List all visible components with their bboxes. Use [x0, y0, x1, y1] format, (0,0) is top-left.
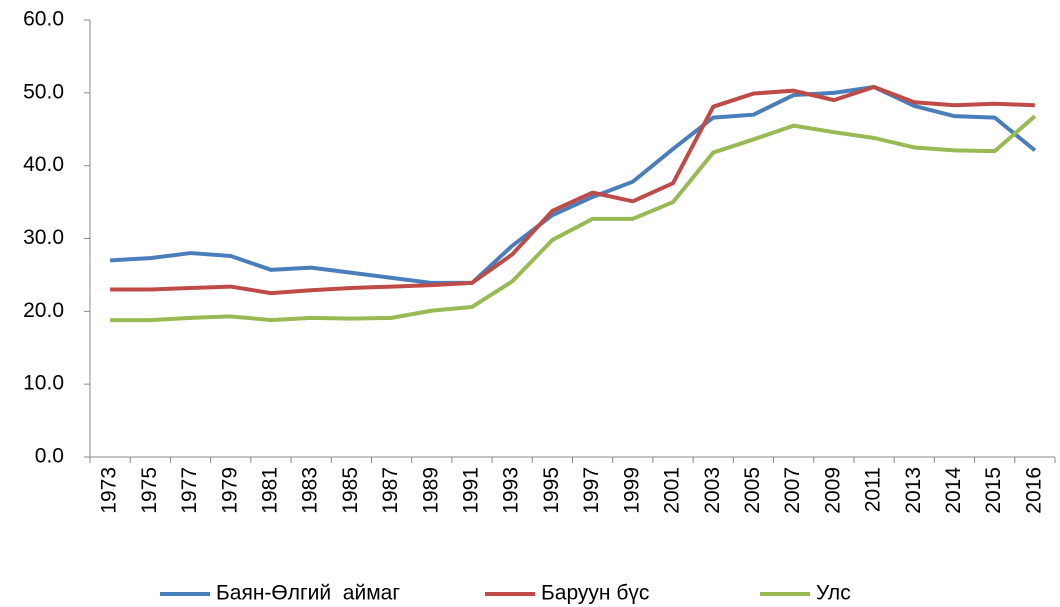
x-tick-label: 2005 [741, 467, 764, 514]
x-tick-label: 1977 [178, 467, 201, 514]
legend-label: Улс [816, 582, 851, 605]
x-tick-label: 2003 [701, 467, 724, 514]
x-tick-label: 1987 [379, 467, 402, 514]
y-tick-label: 40.0 [23, 153, 64, 176]
x-tick-label: 1983 [299, 467, 322, 514]
x-tick-label: 1981 [258, 467, 281, 514]
x-tick-label: 2011 [862, 467, 885, 512]
x-tick-label: 2007 [781, 467, 804, 514]
x-tick-label: 1975 [138, 467, 161, 514]
y-tick-label: 20.0 [23, 299, 64, 322]
x-tick-label: 1999 [620, 467, 643, 514]
series-line [109, 85, 1037, 285]
x-tick-label: 1995 [540, 467, 563, 514]
x-tick-label: 1973 [98, 467, 121, 514]
x-tick-label: 2001 [661, 467, 684, 514]
y-tick-label: 30.0 [23, 226, 64, 249]
x-tick-label: 1991 [460, 467, 483, 514]
y-tick-label: 10.0 [23, 372, 64, 395]
x-tick-label: 1979 [218, 467, 241, 514]
legend-label: Баруун бүс [541, 582, 649, 605]
legend-label: Баян-Өлгий аймаг [216, 582, 400, 605]
x-tick-label: 1997 [580, 467, 603, 514]
x-tick-label: 1989 [419, 467, 442, 514]
x-tick-label: 1993 [500, 467, 523, 514]
x-tick-label: 2014 [942, 467, 965, 514]
y-tick-label: 50.0 [23, 80, 64, 103]
x-tick-label: 1985 [339, 467, 362, 514]
y-tick-label: 60.0 [23, 8, 64, 31]
x-tick-label: 2016 [1022, 467, 1045, 514]
x-tick-label: 2013 [902, 467, 925, 514]
y-tick-label: 0.0 [35, 445, 64, 468]
x-tick-label: 2009 [821, 467, 844, 514]
series-line [110, 85, 1035, 296]
series-line [110, 114, 1037, 323]
x-tick-label: 2015 [982, 467, 1005, 514]
